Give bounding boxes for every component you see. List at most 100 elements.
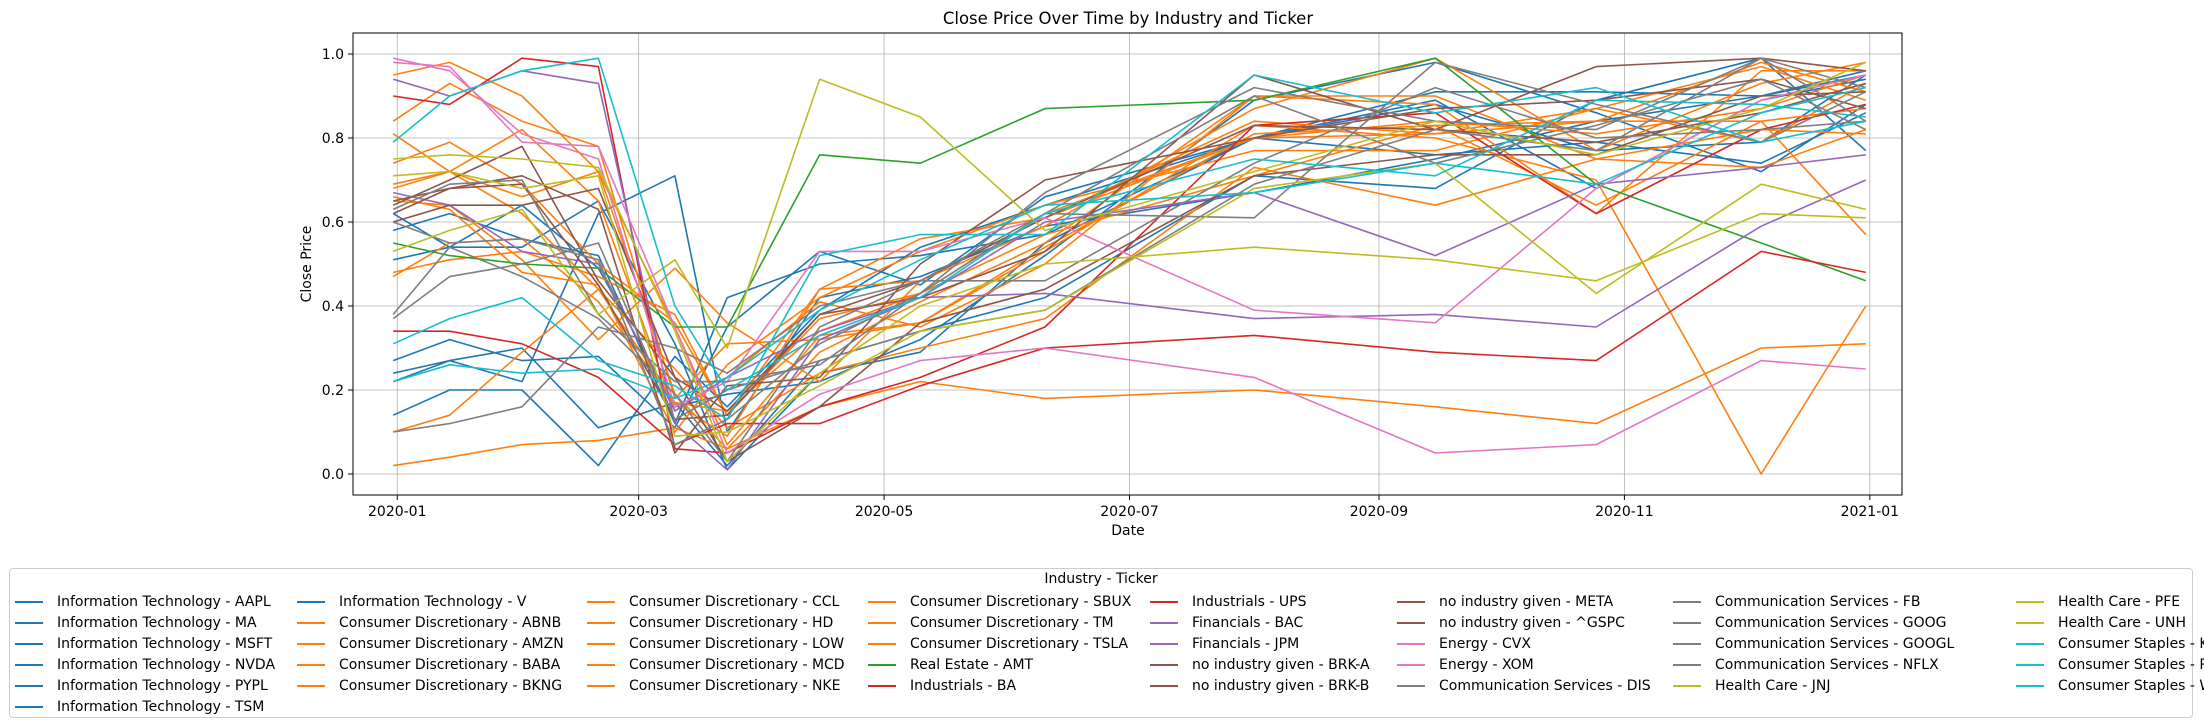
x-tick-label: 2020-01 bbox=[368, 504, 427, 520]
legend-label: Consumer Discretionary - LOW bbox=[629, 635, 845, 652]
legend-swatch bbox=[15, 684, 43, 687]
series-line bbox=[392, 61, 1867, 463]
legend-swatch bbox=[868, 684, 896, 687]
legend-entry: Health Care - JNJ bbox=[1673, 675, 1831, 696]
legend-label: Information Technology - AAPL bbox=[57, 593, 271, 610]
series-line bbox=[392, 57, 1867, 421]
x-axis-label: Date bbox=[1111, 523, 1144, 539]
legend-entry: Information Technology - TSM bbox=[15, 696, 264, 717]
legend-label: Financials - JPM bbox=[1192, 635, 1300, 652]
legend-swatch bbox=[2016, 642, 2044, 645]
legend-entry: Consumer Discretionary - AMZN bbox=[297, 633, 564, 654]
legend-swatch bbox=[15, 705, 43, 708]
legend-entry: Energy - XOM bbox=[1397, 654, 1534, 675]
legend-entry: Health Care - UNH bbox=[2016, 612, 2186, 633]
legend-entry: Information Technology - AAPL bbox=[15, 591, 271, 612]
legend-label: Health Care - PFE bbox=[2058, 593, 2181, 610]
legend-entry: Financials - BAC bbox=[1150, 612, 1303, 633]
legend-swatch bbox=[868, 642, 896, 645]
legend-swatch bbox=[1673, 684, 1701, 687]
series-line bbox=[393, 162, 1866, 438]
series-line bbox=[393, 57, 1866, 408]
x-axis: 2020-01 2020-03 2020-05 2020-07 2020-09 2020-… bbox=[368, 495, 1899, 520]
legend-entry: Real Estate - AMT bbox=[868, 654, 1033, 675]
x-tick-label: 2020-03 bbox=[609, 504, 668, 520]
legend: Industry - Ticker Information Technology… bbox=[9, 568, 2204, 718]
x-tick-label: 2020-07 bbox=[1100, 504, 1159, 520]
legend-label: Consumer Discretionary - BABA bbox=[339, 656, 561, 673]
series-line bbox=[393, 343, 1866, 467]
series-line bbox=[392, 128, 1867, 433]
legend-swatch bbox=[587, 642, 615, 645]
legend-label: Consumer Discretionary - BKNG bbox=[339, 677, 563, 694]
legend-label: no industry given - ^GSPC bbox=[1439, 614, 1625, 631]
legend-swatch bbox=[1397, 684, 1425, 687]
legend-entry: Consumer Staples - KO bbox=[2016, 633, 2204, 654]
y-tick-label: 0.6 bbox=[322, 215, 344, 231]
legend-swatch bbox=[1673, 621, 1701, 624]
x-tick-label: 2020-05 bbox=[855, 504, 914, 520]
legend-swatch bbox=[1397, 663, 1425, 666]
legend-swatch bbox=[2016, 663, 2044, 666]
legend-swatch bbox=[1673, 600, 1701, 603]
legend-swatch bbox=[1150, 642, 1178, 645]
legend-label: Information Technology - NVDA bbox=[57, 656, 276, 673]
legend-label: Information Technology - V bbox=[339, 593, 527, 610]
legend-swatch bbox=[1150, 663, 1178, 666]
series-line bbox=[393, 154, 1866, 463]
legend-swatch bbox=[297, 642, 325, 645]
series-line bbox=[392, 112, 1867, 429]
legend-swatch bbox=[2016, 621, 2044, 624]
legend-entry: Information Technology - MA bbox=[15, 612, 257, 633]
series-line bbox=[392, 61, 1867, 349]
legend-label: Communication Services - DIS bbox=[1439, 677, 1651, 694]
y-axis-label: Close Price bbox=[299, 226, 315, 303]
legend-entry: Consumer Discretionary - CCL bbox=[587, 591, 839, 612]
chart-title: Close Price Over Time by Industry and Ti… bbox=[943, 9, 1313, 28]
legend-label: Communication Services - FB bbox=[1715, 593, 1921, 610]
legend-entry: no industry given - ^GSPC bbox=[1397, 612, 1625, 633]
legend-label: Industrials - BA bbox=[910, 677, 1017, 694]
legend-entry: no industry given - BRK-B bbox=[1150, 675, 1369, 696]
legend-entry: Consumer Staples - PG bbox=[2016, 654, 2204, 675]
legend-entry: Communication Services - NFLX bbox=[1673, 654, 1939, 675]
series-line bbox=[393, 78, 1867, 454]
legend-label: Consumer Discretionary - AMZN bbox=[339, 635, 564, 652]
legend-entry: Information Technology - MSFT bbox=[15, 633, 272, 654]
legend-swatch bbox=[587, 621, 615, 624]
legend-entry: Consumer Discretionary - SBUX bbox=[868, 591, 1131, 612]
legend-label: Energy - XOM bbox=[1439, 656, 1534, 673]
legend-label: Consumer Staples - PG bbox=[2058, 656, 2204, 673]
series-layer bbox=[392, 57, 1867, 475]
legend-entry: Consumer Discretionary - ABNB bbox=[297, 612, 561, 633]
legend-label: Consumer Discretionary - HD bbox=[629, 614, 834, 631]
legend-label: no industry given - BRK-A bbox=[1192, 656, 1370, 673]
legend-label: Communication Services - GOOG bbox=[1715, 614, 1947, 631]
series-line bbox=[392, 86, 1866, 400]
legend-entry: Industrials - UPS bbox=[1150, 591, 1306, 612]
legend-entry: Consumer Discretionary - LOW bbox=[587, 633, 844, 654]
series-line bbox=[393, 179, 1867, 412]
series-line bbox=[392, 74, 1867, 412]
legend-swatch bbox=[1397, 621, 1425, 624]
legend-swatch bbox=[15, 663, 43, 666]
legend-entry: no industry given - BRK-A bbox=[1150, 654, 1370, 675]
legend-entry: Financials - JPM bbox=[1150, 633, 1299, 654]
legend-swatch bbox=[587, 684, 615, 687]
series-line bbox=[393, 57, 1867, 328]
legend-label: Communication Services - GOOGL bbox=[1715, 635, 1955, 652]
x-tick-label: 2020-09 bbox=[1350, 504, 1409, 520]
x-tick-label: 2021-01 bbox=[1841, 504, 1900, 520]
legend-swatch bbox=[587, 600, 615, 603]
legend-label: Financials - BAC bbox=[1192, 614, 1304, 631]
legend-entry: Communication Services - FB bbox=[1673, 591, 1920, 612]
legend-label: Energy - CVX bbox=[1439, 635, 1531, 652]
legend-label: Consumer Staples - KO bbox=[2058, 635, 2204, 652]
legend-label: Consumer Discretionary - TM bbox=[910, 614, 1114, 631]
legend-swatch bbox=[1673, 663, 1701, 666]
y-tick-label: 0.8 bbox=[322, 131, 344, 147]
legend-swatch bbox=[15, 621, 43, 624]
legend-label: no industry given - META bbox=[1439, 593, 1614, 610]
legend-label: Information Technology - MSFT bbox=[57, 635, 273, 652]
legend-label: Industrials - UPS bbox=[1192, 593, 1307, 610]
